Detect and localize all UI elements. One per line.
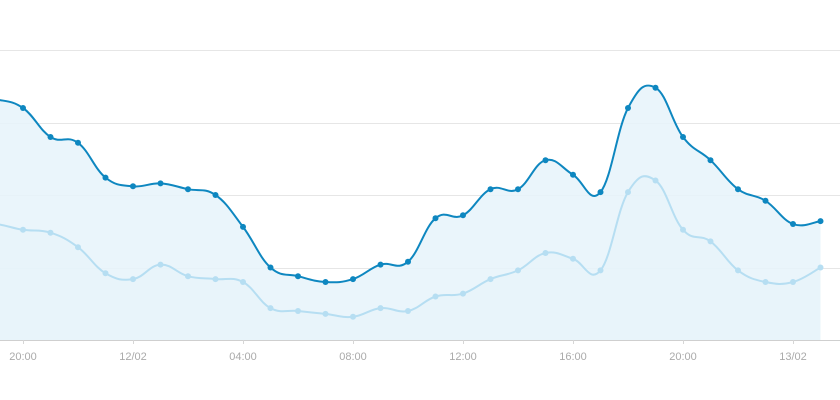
series-2-point[interactable] — [295, 308, 301, 314]
series-2-point[interactable] — [20, 226, 26, 233]
series-1-point[interactable] — [460, 212, 466, 219]
series-2-point[interactable] — [405, 308, 411, 314]
x-tick-label: 08:00 — [339, 351, 367, 363]
series-2-point[interactable] — [350, 313, 356, 320]
series-2-point[interactable] — [735, 267, 741, 274]
line-layer — [0, 84, 822, 319]
series-2-point[interactable] — [212, 276, 219, 283]
series-2-point[interactable] — [322, 310, 329, 317]
series-2-point[interactable] — [570, 255, 576, 262]
series-2-point[interactable] — [240, 279, 246, 285]
series-1-point[interactable] — [707, 157, 714, 164]
series-1-point[interactable] — [295, 273, 301, 280]
series-1-point[interactable] — [267, 264, 274, 271]
series-1-point[interactable] — [762, 197, 769, 204]
series-2-point[interactable] — [542, 250, 549, 256]
series-1-point[interactable] — [652, 84, 659, 91]
series-1-line — [0, 84, 822, 284]
series-1-point[interactable] — [735, 186, 741, 193]
x-tick-label: 13/02 — [779, 351, 807, 363]
series-1-point[interactable] — [515, 186, 521, 193]
x-tick-label: 04:00 — [229, 351, 257, 363]
series-2-point[interactable] — [625, 189, 631, 196]
series-1-point[interactable] — [790, 221, 796, 227]
x-tick-label: 20:00 — [9, 351, 37, 363]
series-1-point[interactable] — [570, 171, 576, 178]
series-1-point[interactable] — [75, 139, 81, 146]
series-1-point[interactable] — [625, 105, 631, 111]
series-1-point[interactable] — [240, 223, 246, 230]
series-2-point[interactable] — [47, 229, 54, 236]
series-2-point[interactable] — [707, 238, 714, 245]
x-tick-label: 12/02 — [119, 351, 147, 363]
series-2-point[interactable] — [185, 273, 191, 280]
series-1-point[interactable] — [817, 218, 824, 225]
series-2-point[interactable] — [267, 305, 274, 312]
series-1-point[interactable] — [322, 279, 329, 285]
series-1-point[interactable] — [377, 261, 384, 268]
series-1-point[interactable] — [405, 258, 411, 265]
series-1-point[interactable] — [157, 180, 164, 187]
series-2-point[interactable] — [680, 226, 686, 233]
series-2-point[interactable] — [597, 267, 604, 274]
series-1-point[interactable] — [487, 186, 494, 193]
series-1-point[interactable] — [432, 215, 439, 222]
series-2-point[interactable] — [377, 305, 384, 312]
series-2-point[interactable] — [762, 279, 769, 285]
series-2-point[interactable] — [432, 293, 439, 300]
series-2-point[interactable] — [487, 276, 494, 283]
series-2-point[interactable] — [460, 290, 466, 297]
series-1-point[interactable] — [350, 276, 356, 283]
series-2-area — [0, 176, 821, 340]
series-2-point[interactable] — [75, 244, 81, 251]
series-2-line — [0, 175, 822, 319]
series-2-point[interactable] — [790, 279, 796, 285]
series-2-point[interactable] — [817, 264, 824, 271]
series-2-point[interactable] — [102, 270, 109, 277]
series-1-point[interactable] — [212, 192, 219, 198]
series-1-point[interactable] — [47, 134, 54, 140]
series-2-point[interactable] — [515, 267, 521, 274]
point-layer — [20, 84, 824, 320]
series-2-point[interactable] — [130, 276, 136, 283]
series-1-point[interactable] — [680, 134, 686, 140]
series-2-point[interactable] — [652, 177, 659, 184]
x-tick-label: 20:00 — [669, 351, 697, 363]
x-axis: 20:00 12/02 04:00 08:00 12:00 16:00 20:00 13/02 — [9, 340, 807, 363]
series-2-point[interactable] — [157, 261, 164, 268]
series-1-point[interactable] — [20, 105, 26, 111]
series-1-point[interactable] — [597, 189, 604, 196]
series-1-point[interactable] — [102, 174, 109, 181]
x-tick-label: 16:00 — [559, 351, 587, 363]
series-1-point[interactable] — [130, 183, 136, 190]
series-1-point[interactable] — [185, 186, 191, 193]
x-tick-label: 12:00 — [449, 351, 477, 363]
series-1-point[interactable] — [542, 157, 549, 164]
